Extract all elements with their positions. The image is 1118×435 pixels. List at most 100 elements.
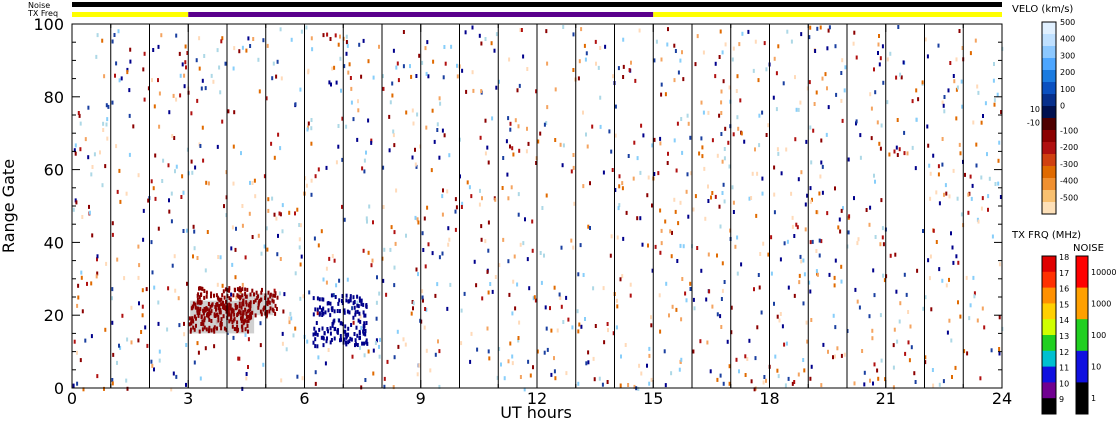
echo-point	[102, 128, 105, 132]
echo-point	[262, 38, 265, 43]
echo-point	[196, 98, 199, 103]
echo-point	[655, 39, 658, 44]
echo-point	[202, 158, 205, 163]
echo-point	[619, 277, 622, 282]
echo-point	[393, 283, 396, 288]
echo-point	[341, 204, 343, 209]
echo-point	[619, 383, 622, 388]
echo-point	[476, 347, 479, 352]
echo-point	[275, 74, 278, 79]
echo-point	[233, 110, 236, 115]
echo-point	[454, 197, 457, 202]
echo-point	[397, 344, 400, 349]
echo-point	[123, 276, 126, 281]
echo-point	[300, 254, 303, 259]
echo-point	[752, 68, 755, 73]
echo-point	[432, 59, 435, 64]
cluster-echo-point	[362, 329, 365, 334]
echo-point	[883, 278, 886, 283]
echo-point	[624, 343, 627, 347]
echo-point	[378, 344, 380, 349]
echo-point	[119, 345, 122, 350]
echo-point	[721, 159, 724, 164]
echo-point	[367, 59, 370, 64]
echo-point	[628, 68, 631, 73]
echo-point	[356, 137, 359, 142]
echo-point	[797, 107, 800, 112]
echo-point	[572, 165, 575, 170]
echo-point	[754, 39, 757, 44]
echo-point	[434, 352, 437, 357]
echo-point	[803, 272, 806, 277]
echo-point	[140, 330, 143, 334]
echo-point	[664, 219, 667, 224]
echo-point	[802, 301, 805, 306]
echo-point	[577, 381, 580, 386]
echo-point	[232, 66, 235, 71]
echo-point	[969, 51, 972, 56]
echo-point	[494, 197, 497, 202]
echo-point	[507, 359, 510, 364]
echo-point	[680, 117, 683, 121]
echo-point	[267, 208, 270, 213]
echo-point	[761, 191, 764, 196]
y-axis-title: Range Gate	[0, 159, 18, 253]
echo-point	[668, 313, 670, 318]
echo-point	[578, 59, 581, 64]
echo-point	[465, 89, 468, 94]
echo-point	[987, 194, 990, 199]
txfreq-segment	[653, 12, 1002, 17]
cluster-echo-point	[258, 298, 261, 303]
echo-point	[393, 355, 396, 360]
cluster-echo-point	[238, 294, 240, 299]
echo-point	[419, 318, 422, 323]
cluster-echo-point	[224, 307, 227, 311]
echo-point	[473, 259, 476, 264]
echo-point	[716, 377, 719, 382]
echo-point	[360, 326, 363, 330]
echo-point	[316, 332, 319, 337]
echo-point	[794, 137, 797, 142]
echo-point	[143, 51, 146, 56]
echo-point	[364, 378, 367, 382]
echo-point	[898, 147, 901, 152]
cluster-echo-point	[249, 311, 252, 316]
echo-point	[346, 43, 349, 48]
echo-point	[669, 229, 672, 234]
echo-point	[322, 277, 325, 282]
cluster-echo-point	[236, 329, 239, 333]
echo-point	[198, 36, 201, 41]
echo-point	[980, 206, 983, 211]
echo-point	[786, 29, 789, 34]
echo-point	[437, 339, 439, 344]
txfreq-colorbar-swatch	[1042, 335, 1056, 352]
echo-point	[388, 114, 391, 119]
echo-point	[171, 263, 174, 268]
x-tick-label: 18	[759, 389, 779, 408]
echo-point	[262, 362, 265, 367]
echo-point	[412, 301, 415, 306]
echo-point	[572, 153, 575, 157]
noise-colorbar-label: 1	[1091, 394, 1096, 403]
echo-point	[744, 373, 747, 377]
echo-point	[414, 147, 416, 152]
echo-point	[144, 325, 147, 330]
echo-point	[973, 294, 976, 299]
echo-point	[639, 216, 642, 221]
cluster-echo-point	[223, 326, 226, 331]
echo-point	[72, 207, 75, 212]
velocity-colorbar-swatch	[1042, 94, 1056, 107]
echo-point	[675, 307, 678, 312]
echo-point	[333, 258, 336, 263]
echo-point	[512, 152, 515, 157]
echo-point	[137, 244, 140, 249]
echo-point	[281, 331, 284, 336]
cluster-echo-point	[266, 309, 268, 314]
echo-point	[487, 349, 490, 354]
echo-point	[381, 74, 384, 79]
echo-point	[416, 217, 419, 222]
cluster-echo-point	[251, 288, 254, 293]
echo-point	[550, 372, 553, 377]
cluster-echo-point	[188, 316, 191, 321]
